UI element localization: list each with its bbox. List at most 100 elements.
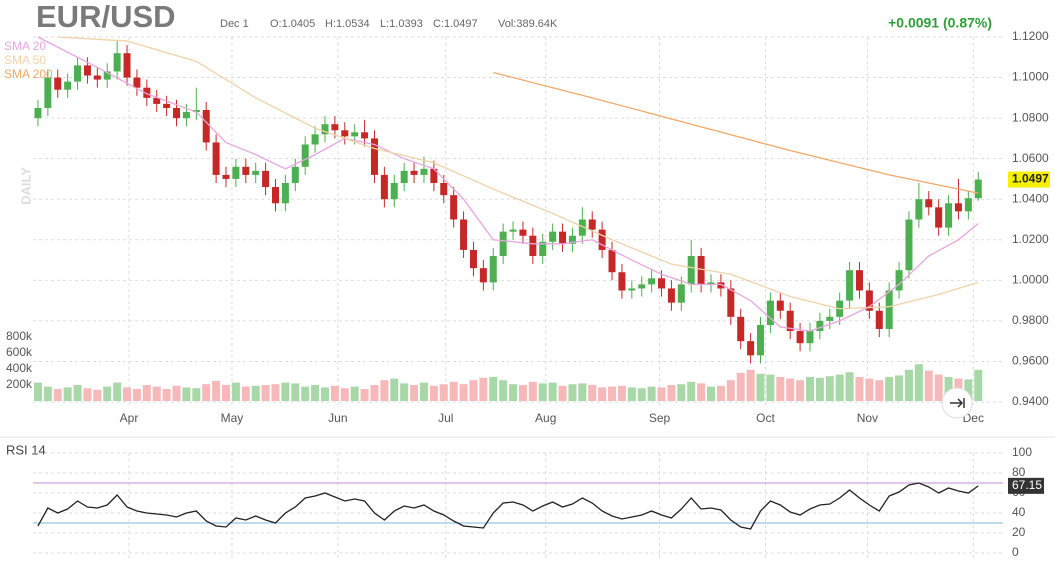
volume-bar [499, 380, 508, 401]
high: H:1.0534 [325, 18, 370, 30]
volume-bar [172, 385, 181, 401]
volume-bar [390, 378, 399, 401]
volume-bar [63, 387, 72, 401]
volume-tick-label: 800k [6, 329, 33, 343]
x-tick-label: Apr [120, 411, 139, 425]
volume: Vol:389.64K [498, 18, 558, 30]
candle-body [727, 288, 735, 317]
candle-body [697, 256, 705, 285]
candle-body [757, 324, 764, 356]
candle-body [410, 170, 418, 175]
candle-body [529, 235, 537, 256]
candle-body [885, 290, 893, 329]
candle-body [361, 132, 369, 139]
candle-body [64, 81, 72, 90]
candle-body [509, 229, 517, 232]
volume-bar [73, 385, 82, 401]
candle-body [123, 53, 131, 78]
candle-body [707, 282, 715, 285]
volume-bar [152, 386, 161, 401]
sma-line [57, 36, 979, 310]
candle-body [499, 231, 507, 256]
volume-bar [964, 379, 973, 401]
candle-body [945, 203, 953, 228]
volume-bar [914, 364, 923, 401]
candle-body [865, 290, 873, 311]
volume-bar [677, 384, 686, 401]
candle-body [915, 199, 923, 220]
volume-bar [53, 389, 62, 401]
candle-body [974, 179, 982, 199]
x-tick-label: Nov [857, 411, 878, 425]
candle-body [846, 270, 854, 301]
candle-body [677, 284, 685, 303]
volume-bar [786, 378, 795, 401]
y-tick-label: 1.1200 [1012, 29, 1049, 43]
volume-bar [449, 381, 458, 401]
volume-bar [746, 369, 755, 401]
candle-body [212, 142, 220, 175]
sma-line [37, 36, 979, 332]
candle-body [440, 183, 448, 196]
candle-body [479, 268, 487, 283]
volume-bar [83, 388, 92, 401]
candle-body [113, 53, 121, 72]
candle-body [400, 170, 408, 183]
candle-body [519, 229, 527, 236]
volume-bar [271, 384, 280, 401]
candle-body [430, 168, 438, 183]
date: Dec 1 [220, 18, 249, 30]
volume-bar [479, 377, 488, 401]
volume-bar [410, 385, 419, 401]
volume-bar [756, 373, 765, 401]
volume-bar [796, 380, 805, 401]
candle-body [341, 130, 349, 137]
candle-body [687, 256, 695, 285]
volume-bar [241, 386, 250, 401]
y-tick-label: 1.0600 [1012, 151, 1049, 165]
volume-bar [716, 385, 725, 401]
volume-bar [222, 385, 231, 401]
volume-bar [885, 377, 894, 401]
volume-bar [261, 385, 270, 401]
candle-body [935, 207, 943, 228]
candle-body [173, 107, 181, 119]
volume-bar [132, 389, 141, 401]
x-tick-label: Jun [328, 411, 347, 425]
candle-body [855, 270, 863, 291]
volume-bar [617, 385, 626, 401]
x-tick-label: Sep [649, 411, 671, 425]
candle-body [747, 341, 755, 356]
y-tick-label: 1.0200 [1012, 232, 1049, 246]
candle-body [816, 320, 824, 332]
candle-body [311, 134, 319, 145]
candle-body [895, 270, 903, 291]
volume-bar [340, 388, 349, 401]
candle-body [460, 219, 468, 250]
candle-body [370, 138, 378, 175]
volume-bar [301, 386, 310, 401]
y-tick-label: 100 [1012, 445, 1032, 459]
candle-body [281, 183, 289, 204]
volume-bar [370, 385, 379, 401]
candle-body [202, 110, 210, 143]
y-tick-label: 0.9400 [1012, 394, 1049, 408]
volume-bar [202, 384, 211, 401]
candle-body [549, 231, 557, 242]
volume-bar [350, 386, 359, 401]
volume-bar [657, 387, 666, 401]
candle-body [786, 310, 794, 332]
candle-body [74, 65, 82, 82]
candle-body [163, 103, 171, 108]
volume-bar [311, 385, 320, 401]
volume-bar [380, 380, 389, 401]
volume-bar [558, 385, 567, 401]
candle-body [390, 183, 398, 200]
scroll-button[interactable] [941, 387, 973, 419]
candle-body [262, 170, 270, 188]
candle-body [806, 331, 814, 344]
volume-bar [974, 369, 983, 401]
volume-bar [251, 385, 260, 401]
candle-body [321, 124, 329, 135]
volume-bar [419, 382, 428, 401]
